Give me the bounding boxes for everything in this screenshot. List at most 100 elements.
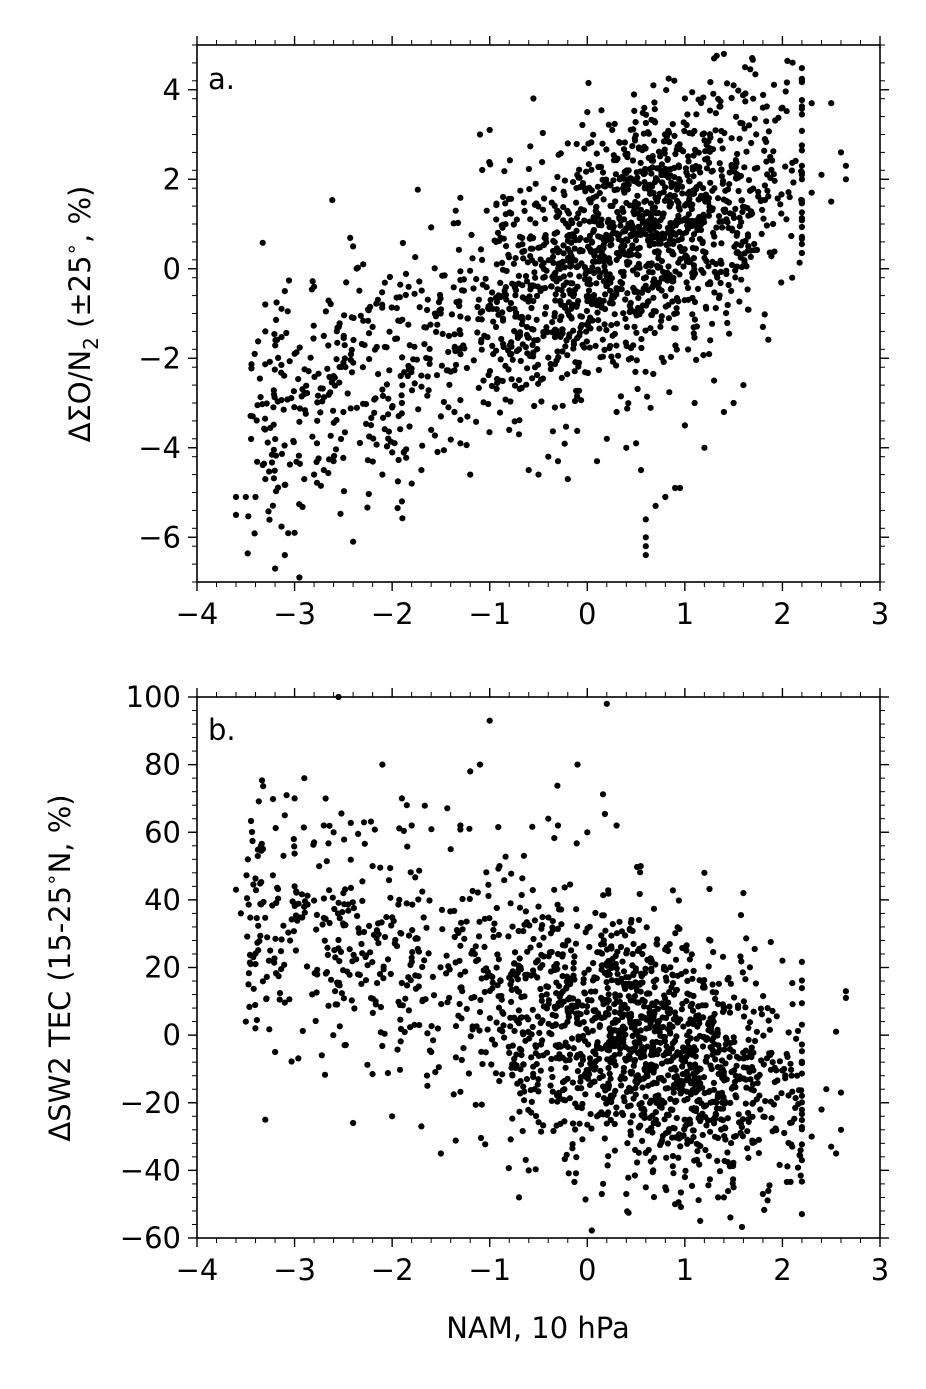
data-point xyxy=(523,1076,531,1083)
data-point xyxy=(671,174,678,181)
data-point xyxy=(427,321,434,328)
y-tick-label: 0 xyxy=(163,252,181,286)
data-point xyxy=(598,216,605,223)
data-point xyxy=(739,120,746,127)
data-point xyxy=(595,317,602,324)
data-point xyxy=(451,907,458,915)
data-point xyxy=(438,362,445,369)
data-point xyxy=(424,1030,431,1037)
data-point xyxy=(452,1054,459,1061)
data-point xyxy=(340,332,347,339)
data-point xyxy=(364,457,371,464)
data-point xyxy=(571,368,578,375)
data-point xyxy=(788,1066,795,1073)
data-point xyxy=(509,356,516,363)
data-point xyxy=(711,185,718,192)
data-point xyxy=(783,216,790,223)
data-point xyxy=(765,1017,772,1024)
data-point xyxy=(506,306,513,313)
data-point xyxy=(424,373,431,380)
data-point xyxy=(412,254,419,261)
data-point xyxy=(745,1109,752,1117)
data-point xyxy=(679,944,686,952)
data-point xyxy=(670,229,677,236)
data-point xyxy=(650,1167,657,1174)
data-point xyxy=(719,1117,727,1124)
data-point xyxy=(325,1002,332,1009)
data-point xyxy=(500,235,507,242)
data-point xyxy=(276,990,284,997)
data-point xyxy=(542,304,550,311)
data-point xyxy=(616,139,623,146)
data-point xyxy=(619,1003,626,1010)
data-point xyxy=(543,267,550,274)
data-point xyxy=(329,894,336,901)
data-point xyxy=(702,148,709,155)
data-point xyxy=(794,1072,801,1079)
data-point xyxy=(426,897,433,904)
data-point xyxy=(702,1146,709,1154)
data-point xyxy=(585,966,592,973)
data-point xyxy=(548,1066,555,1073)
data-point xyxy=(280,852,287,859)
data-point xyxy=(328,976,335,983)
y-tick-label: −6 xyxy=(138,520,181,554)
data-point xyxy=(581,989,588,996)
data-point xyxy=(596,1055,603,1062)
data-point xyxy=(642,516,649,523)
data-point xyxy=(740,1064,747,1071)
data-point xyxy=(457,822,464,829)
data-point xyxy=(731,163,738,170)
data-point xyxy=(324,951,331,959)
data-point xyxy=(498,992,505,1000)
data-point xyxy=(620,1068,627,1075)
data-point xyxy=(634,1072,641,1079)
data-point xyxy=(675,1154,682,1161)
data-point xyxy=(520,255,527,262)
data-point xyxy=(529,887,536,894)
data-point xyxy=(717,103,724,110)
data-point xyxy=(596,189,603,197)
data-point xyxy=(700,983,707,990)
data-point xyxy=(518,1052,525,1059)
data-point xyxy=(592,258,599,265)
data-point xyxy=(584,829,591,836)
data-point xyxy=(759,1190,767,1198)
data-point xyxy=(573,185,580,192)
data-point xyxy=(747,253,754,260)
data-point xyxy=(637,1052,645,1059)
data-point xyxy=(577,324,584,331)
data-point xyxy=(506,157,513,164)
data-point xyxy=(706,1088,713,1095)
data-point xyxy=(272,825,279,832)
data-point xyxy=(652,175,660,182)
data-point xyxy=(508,998,515,1006)
data-point xyxy=(744,1145,751,1152)
data-point xyxy=(833,1028,840,1035)
data-point xyxy=(698,266,705,274)
data-point xyxy=(740,890,747,897)
data-point xyxy=(330,373,337,380)
data-point xyxy=(626,1085,634,1092)
data-point xyxy=(711,377,718,384)
data-point xyxy=(246,1003,253,1011)
data-point xyxy=(798,1211,806,1218)
y-tick-label: 60 xyxy=(144,815,181,849)
data-point xyxy=(526,922,533,929)
data-point xyxy=(604,1162,611,1169)
data-point xyxy=(510,260,517,267)
data-point xyxy=(247,914,254,921)
data-point xyxy=(550,259,557,266)
data-point xyxy=(633,440,640,447)
data-point xyxy=(623,199,630,207)
data-point xyxy=(336,958,343,965)
data-point xyxy=(798,142,806,149)
data-point xyxy=(271,394,278,401)
x-tick-label: −2 xyxy=(371,1253,414,1287)
data-point xyxy=(662,967,669,974)
data-point xyxy=(724,1115,732,1122)
data-point xyxy=(744,286,751,293)
data-point xyxy=(377,1004,384,1011)
data-point xyxy=(614,948,621,955)
data-point xyxy=(798,1157,806,1164)
